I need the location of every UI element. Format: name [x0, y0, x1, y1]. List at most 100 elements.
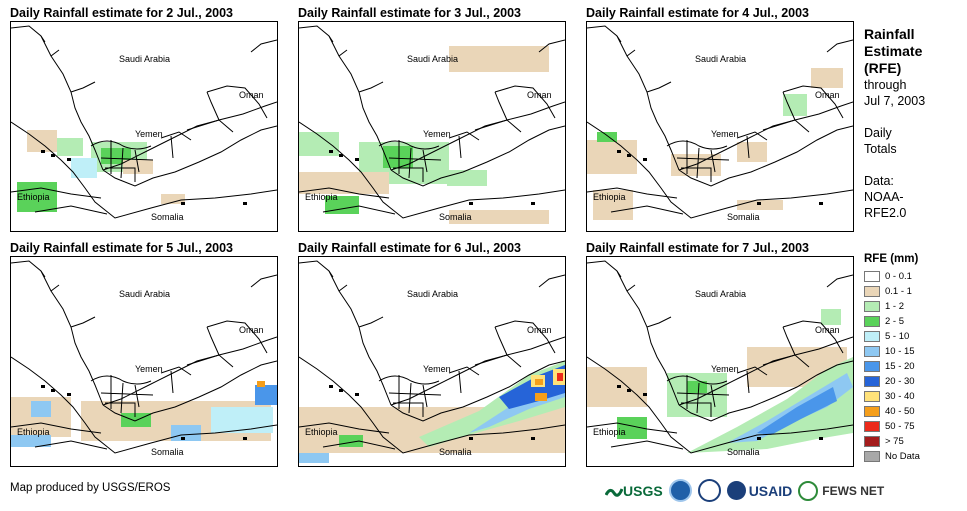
state-dept-seal-icon — [697, 479, 721, 502]
island-marker — [181, 202, 185, 205]
caption-daily: Daily — [864, 126, 892, 140]
border-line — [616, 270, 672, 328]
border-line — [322, 440, 396, 450]
rainfall-area — [821, 309, 841, 325]
border-line — [494, 320, 556, 354]
border-line — [40, 270, 96, 328]
island-marker — [329, 150, 333, 153]
label-yemen: Yemen — [135, 129, 163, 139]
legend-swatch — [864, 421, 880, 432]
border-line — [587, 187, 678, 199]
island-marker — [627, 154, 631, 157]
label-saudi-arabia: Saudi Arabia — [695, 289, 747, 299]
panel-title: Daily Rainfall estimate for 3 Jul., 2003 — [298, 6, 522, 20]
rainfall-area — [593, 190, 633, 220]
legend-swatch — [864, 406, 880, 417]
caption-title: Rainfall Estimate (RFE) — [864, 26, 925, 77]
rainfall-area — [737, 142, 767, 162]
legend-swatch — [864, 346, 880, 357]
map-credit: Map produced by USGS/EROS — [10, 482, 171, 494]
label-yemen: Yemen — [423, 129, 451, 139]
rainfall-area — [31, 401, 51, 417]
label-yemen: Yemen — [711, 129, 739, 139]
legend-item: 30 - 40 — [864, 389, 920, 404]
border-line — [826, 39, 853, 53]
border-line — [328, 270, 384, 328]
legend-item: No Data — [864, 449, 920, 464]
rainfall-area — [617, 417, 647, 439]
island-marker — [181, 437, 185, 440]
label-oman: Oman — [527, 90, 552, 100]
border-line — [90, 375, 154, 417]
label-ethiopia: Ethiopia — [305, 427, 338, 437]
legend-label: 15 - 20 — [885, 361, 915, 372]
label-yemen: Yemen — [423, 364, 451, 374]
map-canvas — [299, 260, 565, 463]
legend-swatch — [864, 376, 880, 387]
border-line — [782, 85, 844, 119]
legend-swatch — [864, 391, 880, 402]
border-line — [11, 260, 104, 406]
legend-swatch — [864, 436, 880, 447]
map-caption: Rainfall Estimate (RFE) through Jul 7, 2… — [864, 26, 925, 221]
rainfall-area — [783, 94, 807, 116]
island-marker — [355, 158, 359, 161]
border-line — [678, 360, 853, 422]
label-oman: Oman — [815, 90, 840, 100]
island-marker — [41, 385, 45, 388]
rainfall-area — [449, 46, 549, 72]
fews-globe-icon — [798, 480, 819, 501]
caption-through: through — [864, 78, 907, 92]
label-saudi-arabia: Saudi Arabia — [407, 54, 459, 64]
border-line — [250, 39, 277, 53]
border-line — [736, 366, 768, 394]
legend-label: 20 - 30 — [885, 376, 915, 387]
legend-label: 2 - 5 — [885, 316, 905, 327]
rainfall-area — [257, 381, 265, 387]
usaid-logo-text: USAID — [748, 482, 793, 499]
border-line — [390, 125, 565, 187]
legend-label: 40 - 50 — [885, 406, 915, 417]
usgs-wave-icon — [605, 487, 623, 497]
label-ethiopia: Ethiopia — [593, 427, 626, 437]
legend-swatch — [864, 301, 880, 312]
rainfall-area — [727, 373, 853, 443]
rainfall-area — [383, 146, 413, 168]
map-canvas — [587, 260, 853, 454]
border-line — [186, 101, 277, 131]
border-line — [299, 260, 392, 406]
usgs-logo: USGS — [605, 483, 663, 499]
border-line — [299, 187, 390, 199]
rainfall-area — [255, 385, 277, 405]
border-line — [206, 320, 268, 354]
border-line — [378, 375, 442, 417]
rfe-legend: RFE (mm) 0 - 0.1 0.1 - 1 1 - 2 2 - 5 5 - 10 1… — [864, 253, 920, 464]
border-line — [474, 101, 565, 131]
border-line — [762, 101, 853, 131]
border-line — [160, 366, 192, 394]
legend-item: 5 - 10 — [864, 329, 920, 344]
rainfall-area — [757, 387, 837, 435]
island-marker — [819, 202, 823, 205]
label-oman: Oman — [815, 325, 840, 335]
border-line — [666, 375, 730, 417]
border-line — [40, 35, 96, 93]
border-line — [186, 336, 277, 366]
legend-label: 10 - 15 — [885, 346, 915, 357]
panel-title: Daily Rainfall estimate for 5 Jul., 2003 — [10, 241, 234, 255]
rainfall-area — [325, 196, 359, 214]
legend-item: 1 - 2 — [864, 299, 920, 314]
border-line — [678, 125, 853, 187]
border-line — [587, 121, 853, 219]
border-line — [11, 422, 102, 434]
border-line — [736, 131, 768, 159]
border-line — [538, 39, 565, 53]
border-line — [782, 91, 796, 121]
legend-label: 0.1 - 1 — [885, 286, 912, 297]
rainfall-area — [557, 373, 563, 381]
rainfall-area — [687, 381, 707, 393]
rainfall-area — [339, 435, 363, 447]
legend-title: RFE (mm) — [864, 253, 919, 265]
legend-label: No Data — [885, 451, 920, 462]
border-line — [587, 422, 678, 434]
